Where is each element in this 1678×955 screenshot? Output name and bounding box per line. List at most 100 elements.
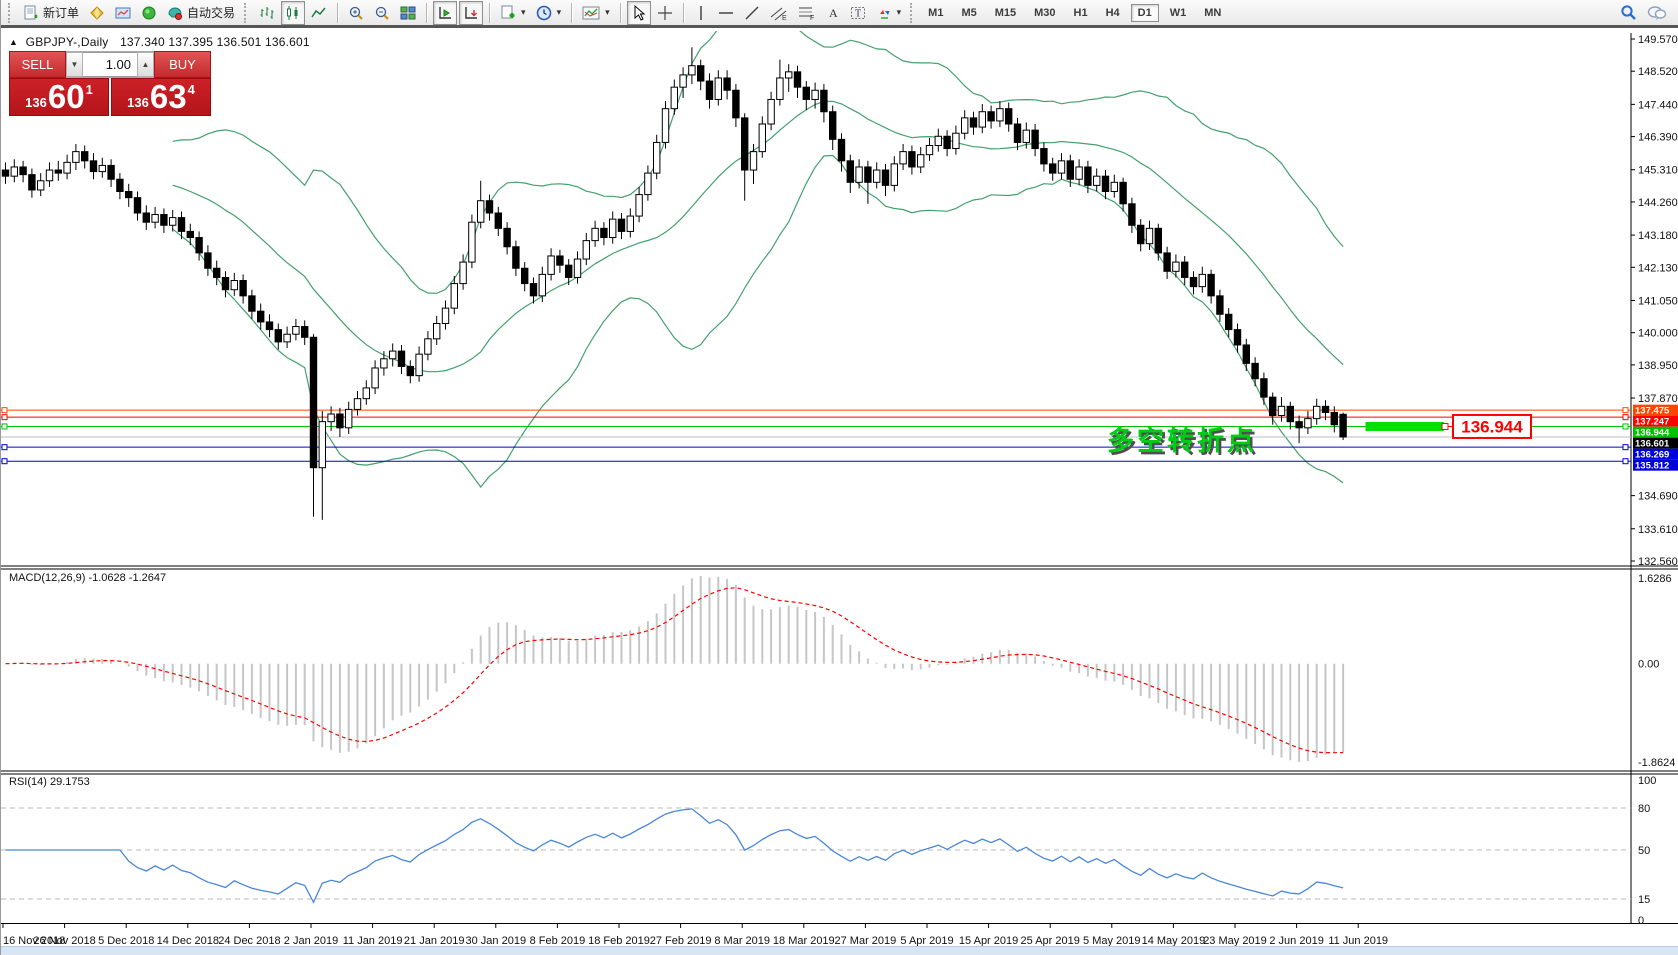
zoom-out-button[interactable] <box>370 1 394 25</box>
crosshair-icon <box>657 5 672 20</box>
collapse-arrow-icon[interactable]: ▲ <box>9 37 19 47</box>
pane-separators <box>1 33 1678 924</box>
sell-price-display[interactable]: 136 60 1 <box>9 78 109 116</box>
volume-input[interactable]: 1.00 <box>83 52 137 77</box>
candle <box>1330 411 1338 426</box>
toolbar-grip[interactable] <box>8 2 14 23</box>
date-label: 18 Feb 2019 <box>588 935 650 947</box>
candle <box>661 108 670 143</box>
trendline-icon <box>745 5 759 20</box>
sell-button[interactable]: SELL <box>9 51 66 78</box>
macd-indicator-label: MACD(12,26,9) -1.0628 -1.2647 <box>9 572 167 584</box>
candle <box>741 117 749 171</box>
text-label-tool-button[interactable]: T <box>846 1 870 25</box>
fibonacci-tool-button[interactable]: F <box>794 1 820 25</box>
crystal-icon <box>90 5 104 20</box>
price-tick-label: 146.390 <box>1638 132 1678 144</box>
timeframe-M15[interactable]: M15 <box>994 6 1017 19</box>
tile-windows-button[interactable] <box>396 1 420 25</box>
candle <box>1084 166 1092 186</box>
timeframe-M30[interactable]: M30 <box>1034 6 1056 19</box>
chart-canvas[interactable]: 149.570 148.520 147.440 146.390 145.310 144.2… <box>1 31 1678 948</box>
horizontal-lines[interactable] <box>1 407 1631 465</box>
text-icon: A <box>829 6 838 20</box>
candle <box>1304 418 1312 429</box>
price-callout-text: 136.944 <box>1461 417 1523 436</box>
volume-decrease-button[interactable]: ▼ <box>66 52 83 77</box>
toolbar-grip[interactable] <box>244 2 250 23</box>
chat-icon[interactable] <box>1647 5 1667 21</box>
timeframe-M5[interactable]: M5 <box>961 6 977 19</box>
date-label: 24 Dec 2018 <box>218 935 280 947</box>
candle <box>397 350 406 367</box>
history-center-button[interactable] <box>85 1 109 25</box>
candle <box>1286 405 1294 423</box>
candle <box>63 161 71 174</box>
svg-text:E: E <box>782 15 787 21</box>
cursor-tool-button[interactable] <box>626 0 651 25</box>
zoom-in-button[interactable] <box>344 1 368 25</box>
crosshair-tool-button[interactable] <box>653 1 677 25</box>
candle <box>987 111 995 122</box>
candle <box>1075 166 1083 180</box>
buy-button[interactable]: BUY <box>154 51 211 78</box>
search-icon[interactable] <box>1620 4 1637 21</box>
arrows-tool-button[interactable]: ▾ <box>872 1 906 25</box>
candle <box>54 169 62 174</box>
auto-scroll-button[interactable] <box>433 0 458 25</box>
rsi-scale-label: 100 <box>1638 775 1656 787</box>
rsi-scale-label: 80 <box>1638 803 1650 815</box>
timeframe-H4[interactable]: H4 <box>1105 6 1120 19</box>
chart-symbol: GBPJPY-,Daily <box>25 35 109 49</box>
candle <box>1260 378 1268 398</box>
candle <box>1181 261 1189 278</box>
horizontal-line-tool-button[interactable] <box>714 1 738 25</box>
volume-increase-button[interactable]: ▲ <box>137 52 154 77</box>
chart-annotation-text[interactable]: 多空转折点 <box>1107 426 1257 456</box>
timeframe-W1[interactable]: W1 <box>1169 6 1187 19</box>
candle <box>785 71 793 79</box>
candle <box>274 329 283 343</box>
macd-scale-label: 0.00 <box>1638 659 1659 671</box>
candle <box>811 89 819 100</box>
channel-tool-button[interactable]: E <box>766 1 792 25</box>
bar-chart-button[interactable] <box>255 1 279 25</box>
text-tool-button[interactable]: A <box>822 1 844 25</box>
date-label: 16 Nov 2018 <box>3 935 65 947</box>
candle <box>81 151 89 162</box>
candle <box>485 200 494 214</box>
sound-button[interactable] <box>137 1 161 25</box>
candle <box>1163 252 1171 272</box>
periods-button[interactable]: ▾ <box>532 1 566 25</box>
new-order-button[interactable]: 新订单 <box>19 1 83 25</box>
timeframe-M1[interactable]: M1 <box>928 6 944 19</box>
candle <box>829 111 837 140</box>
indicators-button[interactable]: ▾ <box>578 1 614 25</box>
price-callout-box[interactable] <box>1452 413 1532 439</box>
buy-price-display[interactable]: 136 63 4 <box>111 78 211 116</box>
candle <box>89 160 98 173</box>
vertical-line-tool-button[interactable] <box>690 1 712 25</box>
line-chart-button[interactable] <box>307 1 331 25</box>
candle <box>881 169 890 186</box>
line-handle <box>1 407 8 414</box>
autotrading-button[interactable]: 自动交易 <box>163 1 239 25</box>
date-label: 11 Jan 2019 <box>343 935 403 947</box>
candle <box>230 280 239 291</box>
timeframe-H1[interactable]: H1 <box>1073 6 1088 19</box>
trendline-tool-button[interactable] <box>740 1 764 25</box>
toolbar-grip[interactable] <box>910 2 916 23</box>
one-click-trading-panel: SELL ▼ 1.00 ▲ BUY 136 60 1 136 63 4 <box>9 51 211 116</box>
candle <box>292 326 300 335</box>
date-label: 14 Dec 2018 <box>157 935 219 947</box>
highlight-bar[interactable] <box>1365 421 1444 431</box>
chart-shift-button[interactable] <box>459 0 484 25</box>
candlestick-chart-button[interactable] <box>281 0 306 25</box>
horizontal-line-icon <box>718 11 733 14</box>
drawing-objects[interactable]: 136.944 <box>1365 413 1532 439</box>
line-handle <box>1622 414 1629 421</box>
charts-button[interactable] <box>111 1 135 25</box>
timeframe-D1[interactable]: D1 <box>1130 3 1159 22</box>
timeframe-MN[interactable]: MN <box>1204 6 1222 19</box>
new-chart-button[interactable]: ▾ <box>496 1 530 25</box>
